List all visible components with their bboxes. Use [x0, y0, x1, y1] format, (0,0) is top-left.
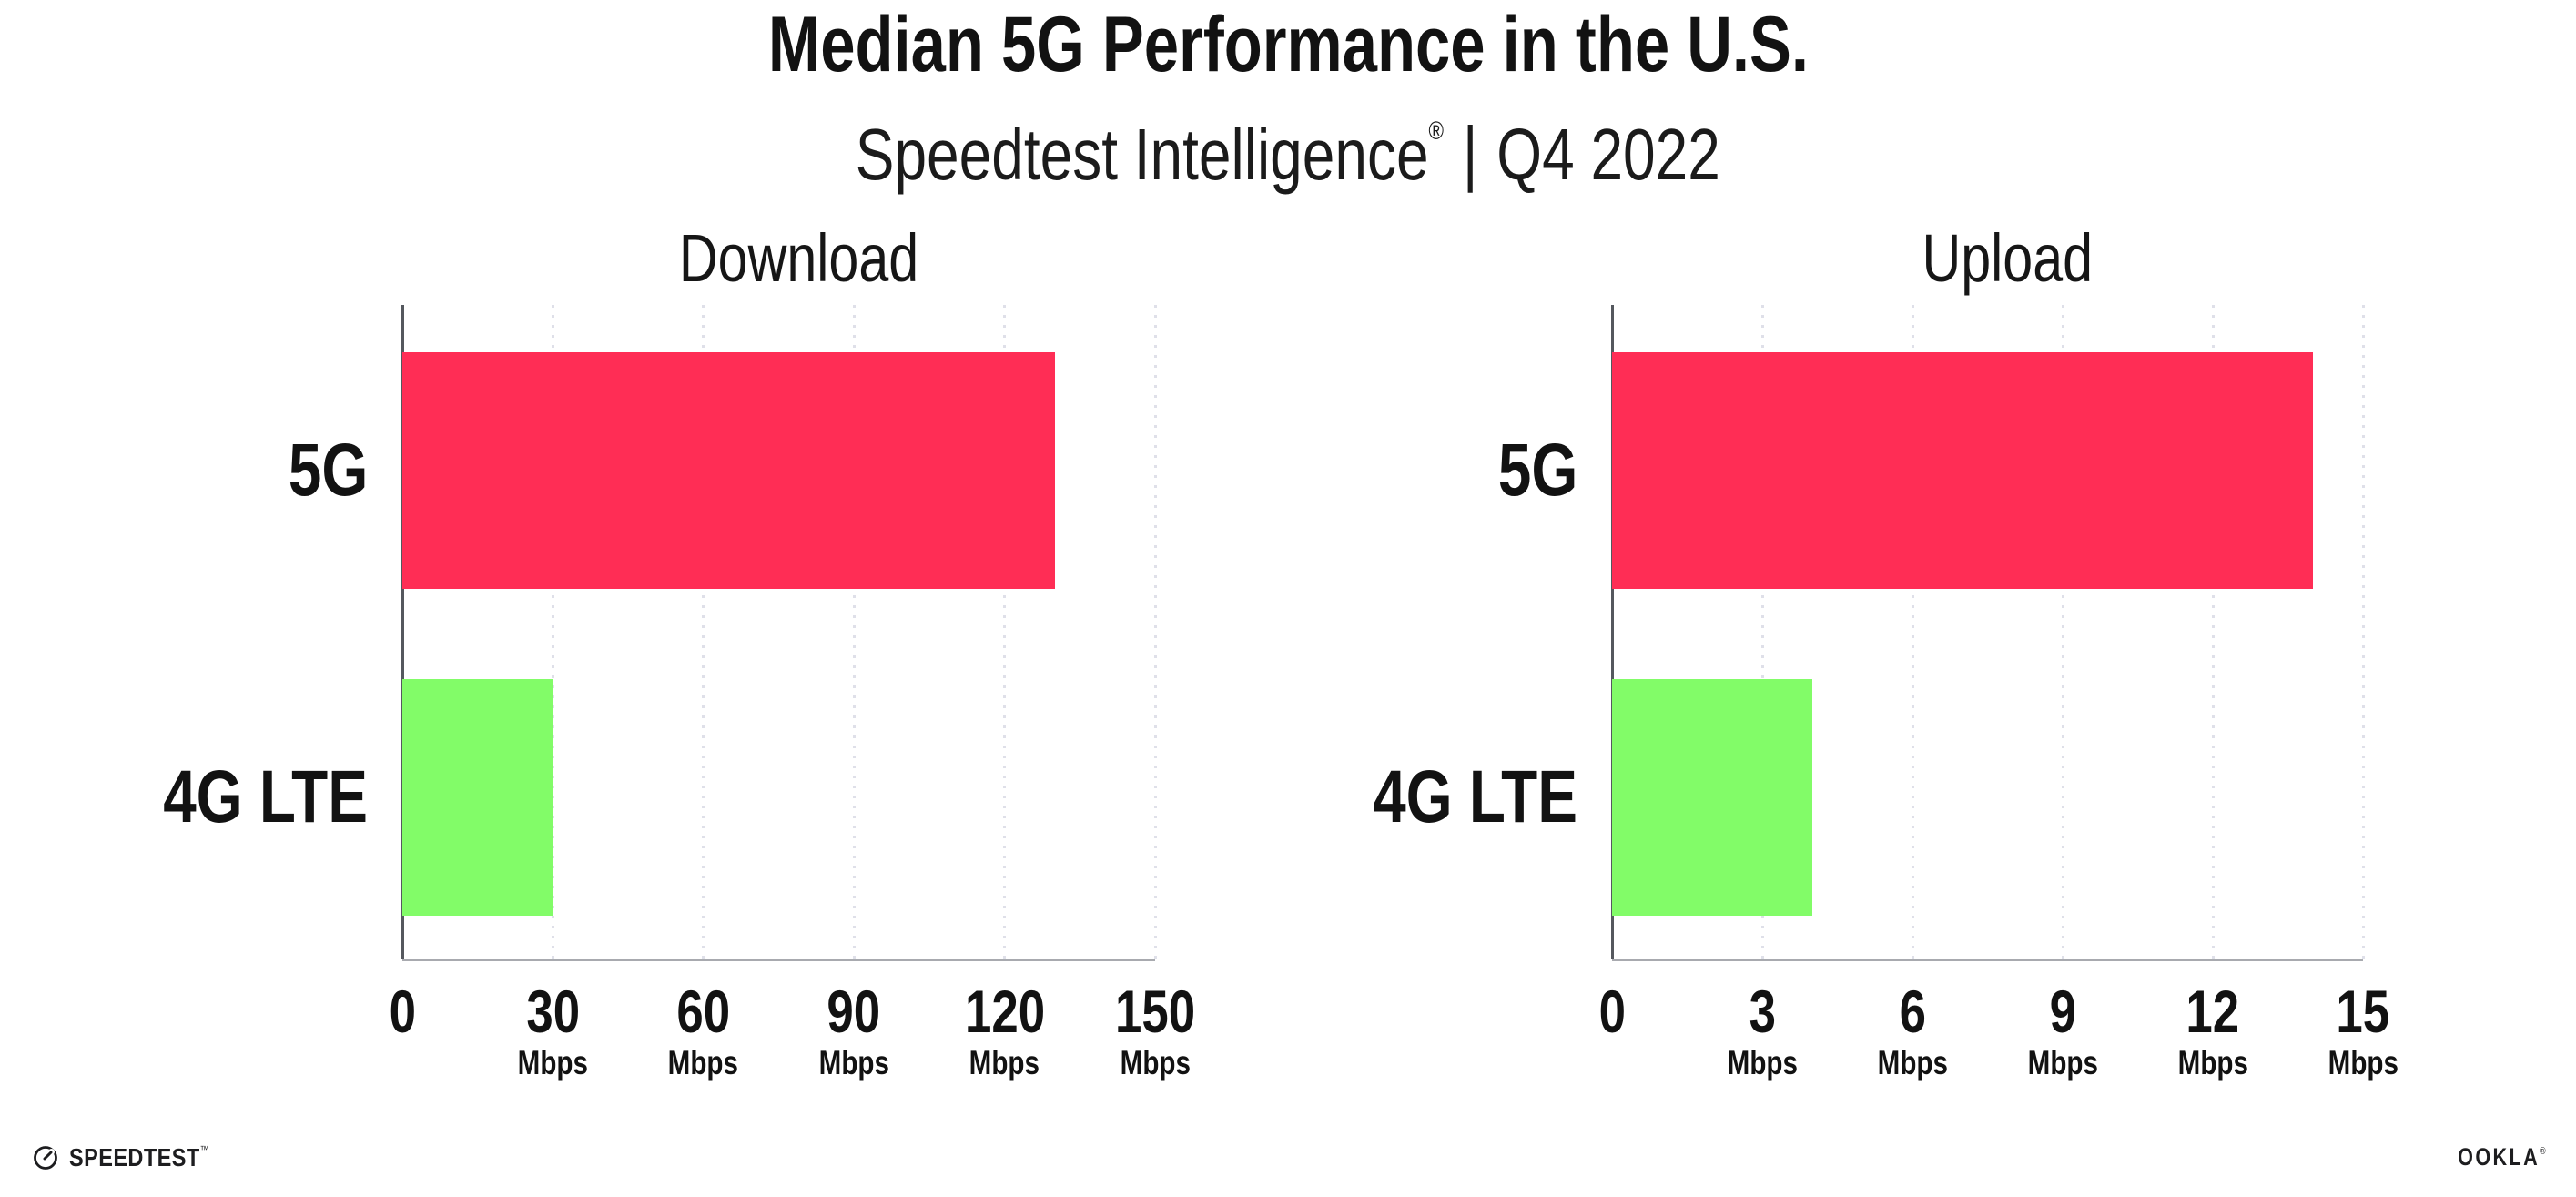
category-label-4g-lte: 4G LTE	[1373, 756, 1577, 838]
plot-area	[1611, 305, 2365, 961]
x-tick-label: 150 Mbps	[1114, 978, 1196, 1081]
bar-5g	[1612, 352, 2313, 589]
gridline	[702, 305, 705, 959]
ticks-row: 0 3 Mbps 6 Mbps 9 Mbps 12 Mbps 15 Mbps	[1598, 978, 2398, 1100]
x-tick-label: 9 Mbps	[2027, 978, 2098, 1081]
speedtest-wordmark: SPEEDTEST™	[69, 1143, 210, 1172]
page-title-text: Median 5G Performance in the U.S.	[767, 1, 1809, 88]
page-title: Median 5G Performance in the U.S.	[0, 4, 2576, 86]
gridline	[1153, 305, 1157, 959]
category-label-4g-lte: 4G LTE	[163, 756, 368, 838]
download-chart: Download 5G 4G LTE 0 30 Mbps 60 Mbps 90 Mbps 12…	[163, 223, 1195, 1133]
x-tick-label: 6 Mbps	[1877, 978, 1948, 1081]
download-chart-title: Download	[678, 220, 919, 296]
gridline	[551, 305, 554, 959]
gridline	[2211, 305, 2215, 959]
plot-area	[401, 305, 1157, 961]
trademark-mark: ™	[199, 1143, 210, 1156]
speedtest-gauge-icon	[34, 1146, 57, 1170]
gridline	[1003, 305, 1007, 959]
bar-5g	[402, 352, 1055, 589]
registered-mark: ®	[2540, 1146, 2546, 1157]
ookla-logo: OOKLA®	[2436, 1143, 2546, 1172]
category-label-5g: 5G	[1497, 429, 1577, 512]
gridline	[2361, 305, 2365, 959]
page-subtitle: Speedtest Intelligence® | Q4 2022	[0, 91, 2576, 195]
speedtest-logo: SPEEDTEST™	[32, 1140, 236, 1176]
category-label-5g: 5G	[288, 429, 368, 512]
x-tick-label: 30 Mbps	[517, 978, 589, 1081]
x-tick-label: 3 Mbps	[1727, 978, 1798, 1081]
gridline	[1911, 305, 1914, 959]
x-tick-label: 15 Mbps	[2328, 978, 2399, 1081]
x-tick-label: 60 Mbps	[668, 978, 739, 1081]
subtitle-period: Q4 2022	[1496, 114, 1721, 195]
bar-4g-lte	[402, 679, 553, 916]
ticks-row: 0 30 Mbps 60 Mbps 90 Mbps 120 Mbps 150 Mbps	[389, 978, 1195, 1100]
upload-chart: Upload 5G 4G LTE 0 3 Mbps 6 Mbps 9 Mbps 12 Mbps 1…	[1373, 223, 2398, 1133]
ookla-wordmark: OOKLA	[2458, 1143, 2541, 1171]
registered-mark: ®	[1428, 117, 1445, 145]
x-tick-label: 0	[389, 978, 416, 1045]
x-tick-label: 120 Mbps	[964, 978, 1045, 1081]
gridline	[2061, 305, 2064, 959]
gridline	[1760, 305, 1764, 959]
gridline	[852, 305, 856, 959]
subtitle-brand: Speedtest Intelligence	[855, 114, 1429, 195]
x-tick-label: 0	[1598, 978, 1626, 1045]
x-axis-line	[402, 959, 1155, 961]
upload-chart-title: Upload	[1922, 220, 2094, 296]
x-tick-label: 12 Mbps	[2177, 978, 2248, 1081]
x-tick-label: 90 Mbps	[818, 978, 889, 1081]
page-subtitle-text: Speedtest Intelligence® | Q4 2022	[856, 91, 1720, 195]
x-axis-line	[1612, 959, 2363, 961]
subtitle-separator: |	[1463, 112, 1478, 193]
bar-4g-lte	[1612, 679, 1812, 916]
y-axis-line	[1611, 305, 1614, 959]
y-axis-line	[401, 305, 404, 959]
